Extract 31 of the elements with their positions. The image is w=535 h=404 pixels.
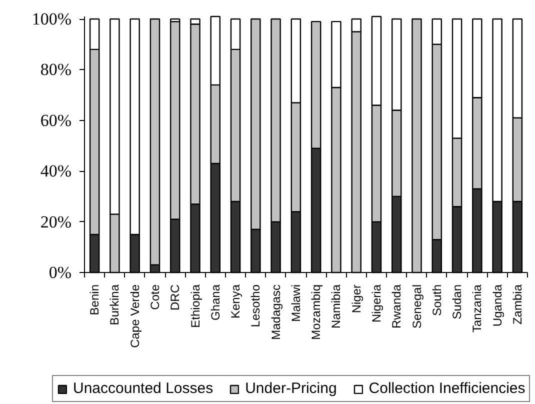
y-tick-label: 40%	[40, 162, 72, 181]
legend-label: Under-Pricing	[245, 380, 337, 397]
y-tick-label: 20%	[40, 212, 72, 232]
x-tick-label: Malawi	[288, 284, 303, 322]
x-tick-label: Ethiopia	[188, 284, 202, 328]
y-tick-label: 60%	[40, 110, 72, 130]
x-tick-label: Benin	[88, 284, 102, 316]
x-tick-label: Nigeria	[369, 284, 384, 323]
x-tick-label: Burkina	[108, 284, 122, 326]
x-tick-label: Namibia	[329, 284, 344, 329]
x-tick-label: South	[430, 284, 444, 316]
y-tick-label: 100%	[32, 10, 72, 29]
x-tick-label: Senegal	[410, 284, 424, 329]
x-tick-label: Zambia	[510, 284, 524, 325]
y-tick-label: 0%	[48, 263, 72, 282]
y-tick-label: 80%	[40, 60, 72, 80]
x-tick-label: Mozambiq	[309, 284, 324, 340]
x-tick-label: Cape Verde	[128, 284, 142, 348]
x-tick-label: Madagasc	[268, 284, 283, 340]
x-tick-label: Rwanda	[390, 284, 404, 329]
x-tick-label: Sudan	[450, 284, 464, 320]
x-tick-label: Cote	[148, 284, 162, 310]
x-tick-label: Uganda	[490, 284, 504, 327]
x-tick-label: Ghana	[208, 284, 222, 321]
x-tick-label: Kenya	[228, 284, 243, 319]
legend-label: Collection Inefficiencies	[368, 380, 526, 397]
legend-label: Unaccounted Losses	[73, 380, 214, 397]
x-tick-label: Tanzania	[470, 284, 484, 333]
x-tick-label: Lesotho	[248, 284, 263, 328]
x-tick-label: DRC	[168, 284, 182, 310]
x-tick-label: Niger	[349, 284, 364, 314]
